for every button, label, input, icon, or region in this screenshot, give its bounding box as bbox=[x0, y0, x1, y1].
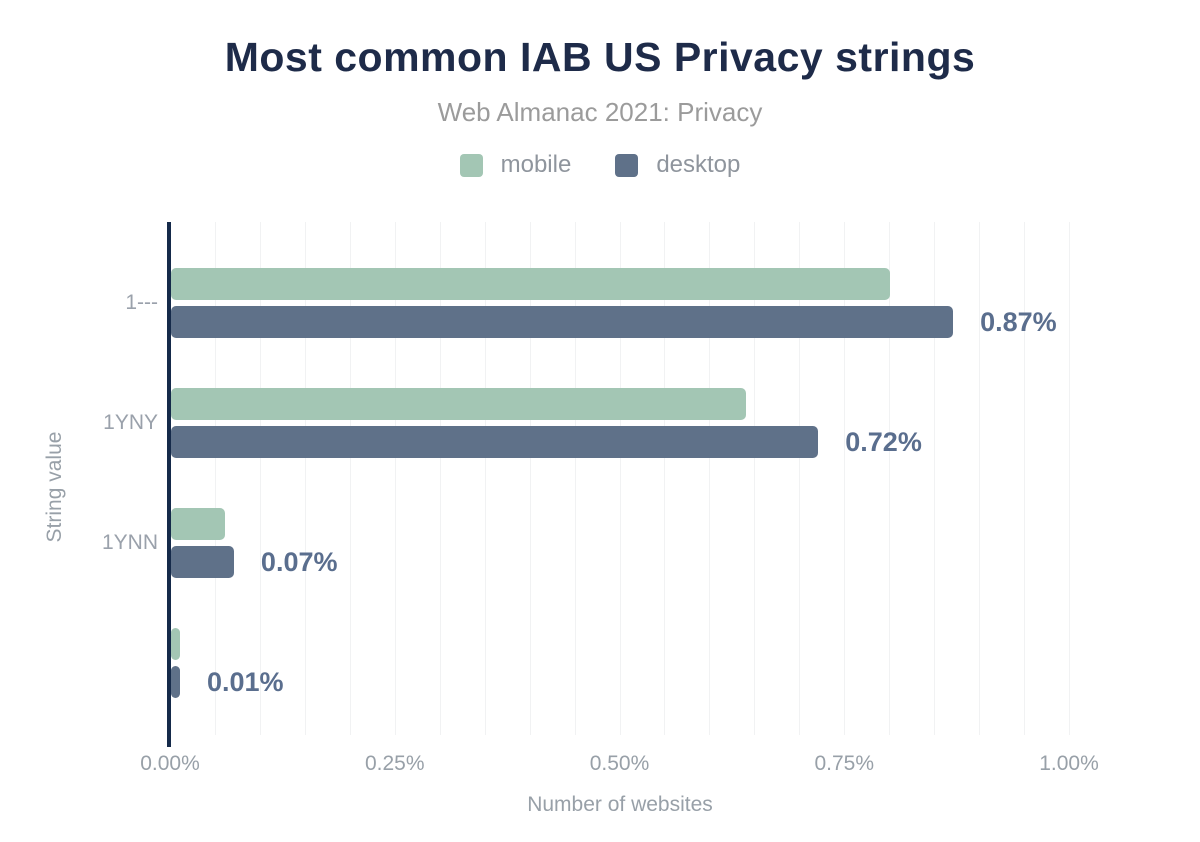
gridline bbox=[979, 222, 981, 735]
bar-desktop bbox=[171, 426, 819, 458]
y-tick-label: 1--- bbox=[125, 291, 158, 314]
legend-label-mobile: mobile bbox=[500, 151, 572, 178]
gridline bbox=[799, 222, 801, 735]
bar-mobile bbox=[171, 268, 891, 300]
gridline bbox=[709, 222, 711, 735]
y-tick-label: 1YNY bbox=[103, 411, 158, 434]
bar-mobile bbox=[171, 508, 225, 540]
gridline bbox=[1024, 222, 1026, 735]
bar-desktop bbox=[171, 546, 234, 578]
data-label: 0.01% bbox=[206, 667, 284, 697]
mobile-series-swatch-icon bbox=[459, 153, 483, 177]
data-label: 0.07% bbox=[260, 547, 338, 577]
y-tick-label bbox=[18, 650, 158, 676]
gridline bbox=[259, 222, 261, 735]
legend: mobile desktop bbox=[0, 150, 1200, 180]
gridline bbox=[574, 222, 576, 735]
data-label: 0.72% bbox=[845, 427, 922, 457]
legend-item-mobile[interactable]: mobile bbox=[459, 151, 572, 179]
bar-mobile bbox=[171, 628, 180, 660]
x-tick-label: 0.75% bbox=[814, 752, 875, 775]
gridline bbox=[484, 222, 486, 735]
chart-subtitle: Web Almanac 2021: Privacy bbox=[437, 97, 763, 127]
legend-label-desktop: desktop bbox=[656, 151, 741, 178]
gridline bbox=[754, 222, 756, 735]
gridline bbox=[664, 222, 666, 735]
gridline bbox=[844, 222, 846, 735]
gridline bbox=[1069, 222, 1070, 735]
x-tick-label: 1.00% bbox=[1039, 752, 1099, 775]
gridline bbox=[304, 222, 306, 735]
desktop-series-swatch-icon bbox=[615, 153, 639, 177]
y-tick-label: 1YNN bbox=[101, 531, 158, 554]
y-axis-line bbox=[167, 222, 171, 747]
gridline bbox=[529, 222, 531, 735]
bar-desktop bbox=[171, 306, 954, 338]
bar-mobile bbox=[171, 388, 747, 420]
gridline bbox=[214, 222, 216, 735]
y-axis-title: String value bbox=[43, 431, 66, 543]
x-tick-label: 0.00% bbox=[140, 752, 200, 775]
gridline bbox=[349, 222, 351, 735]
bar-desktop bbox=[171, 666, 180, 698]
gridline bbox=[394, 222, 396, 735]
x-axis-title: Number of websites bbox=[527, 793, 713, 816]
gridline bbox=[889, 222, 891, 735]
gridline bbox=[619, 222, 621, 735]
gridline bbox=[439, 222, 441, 735]
legend-item-desktop[interactable]: desktop bbox=[615, 151, 740, 179]
chart-title: Most common IAB US Privacy strings bbox=[224, 34, 976, 80]
gridline bbox=[934, 222, 936, 735]
x-tick-label: 0.50% bbox=[589, 752, 650, 775]
x-tick-label: 0.25% bbox=[364, 752, 425, 775]
data-label: 0.87% bbox=[980, 307, 1057, 337]
